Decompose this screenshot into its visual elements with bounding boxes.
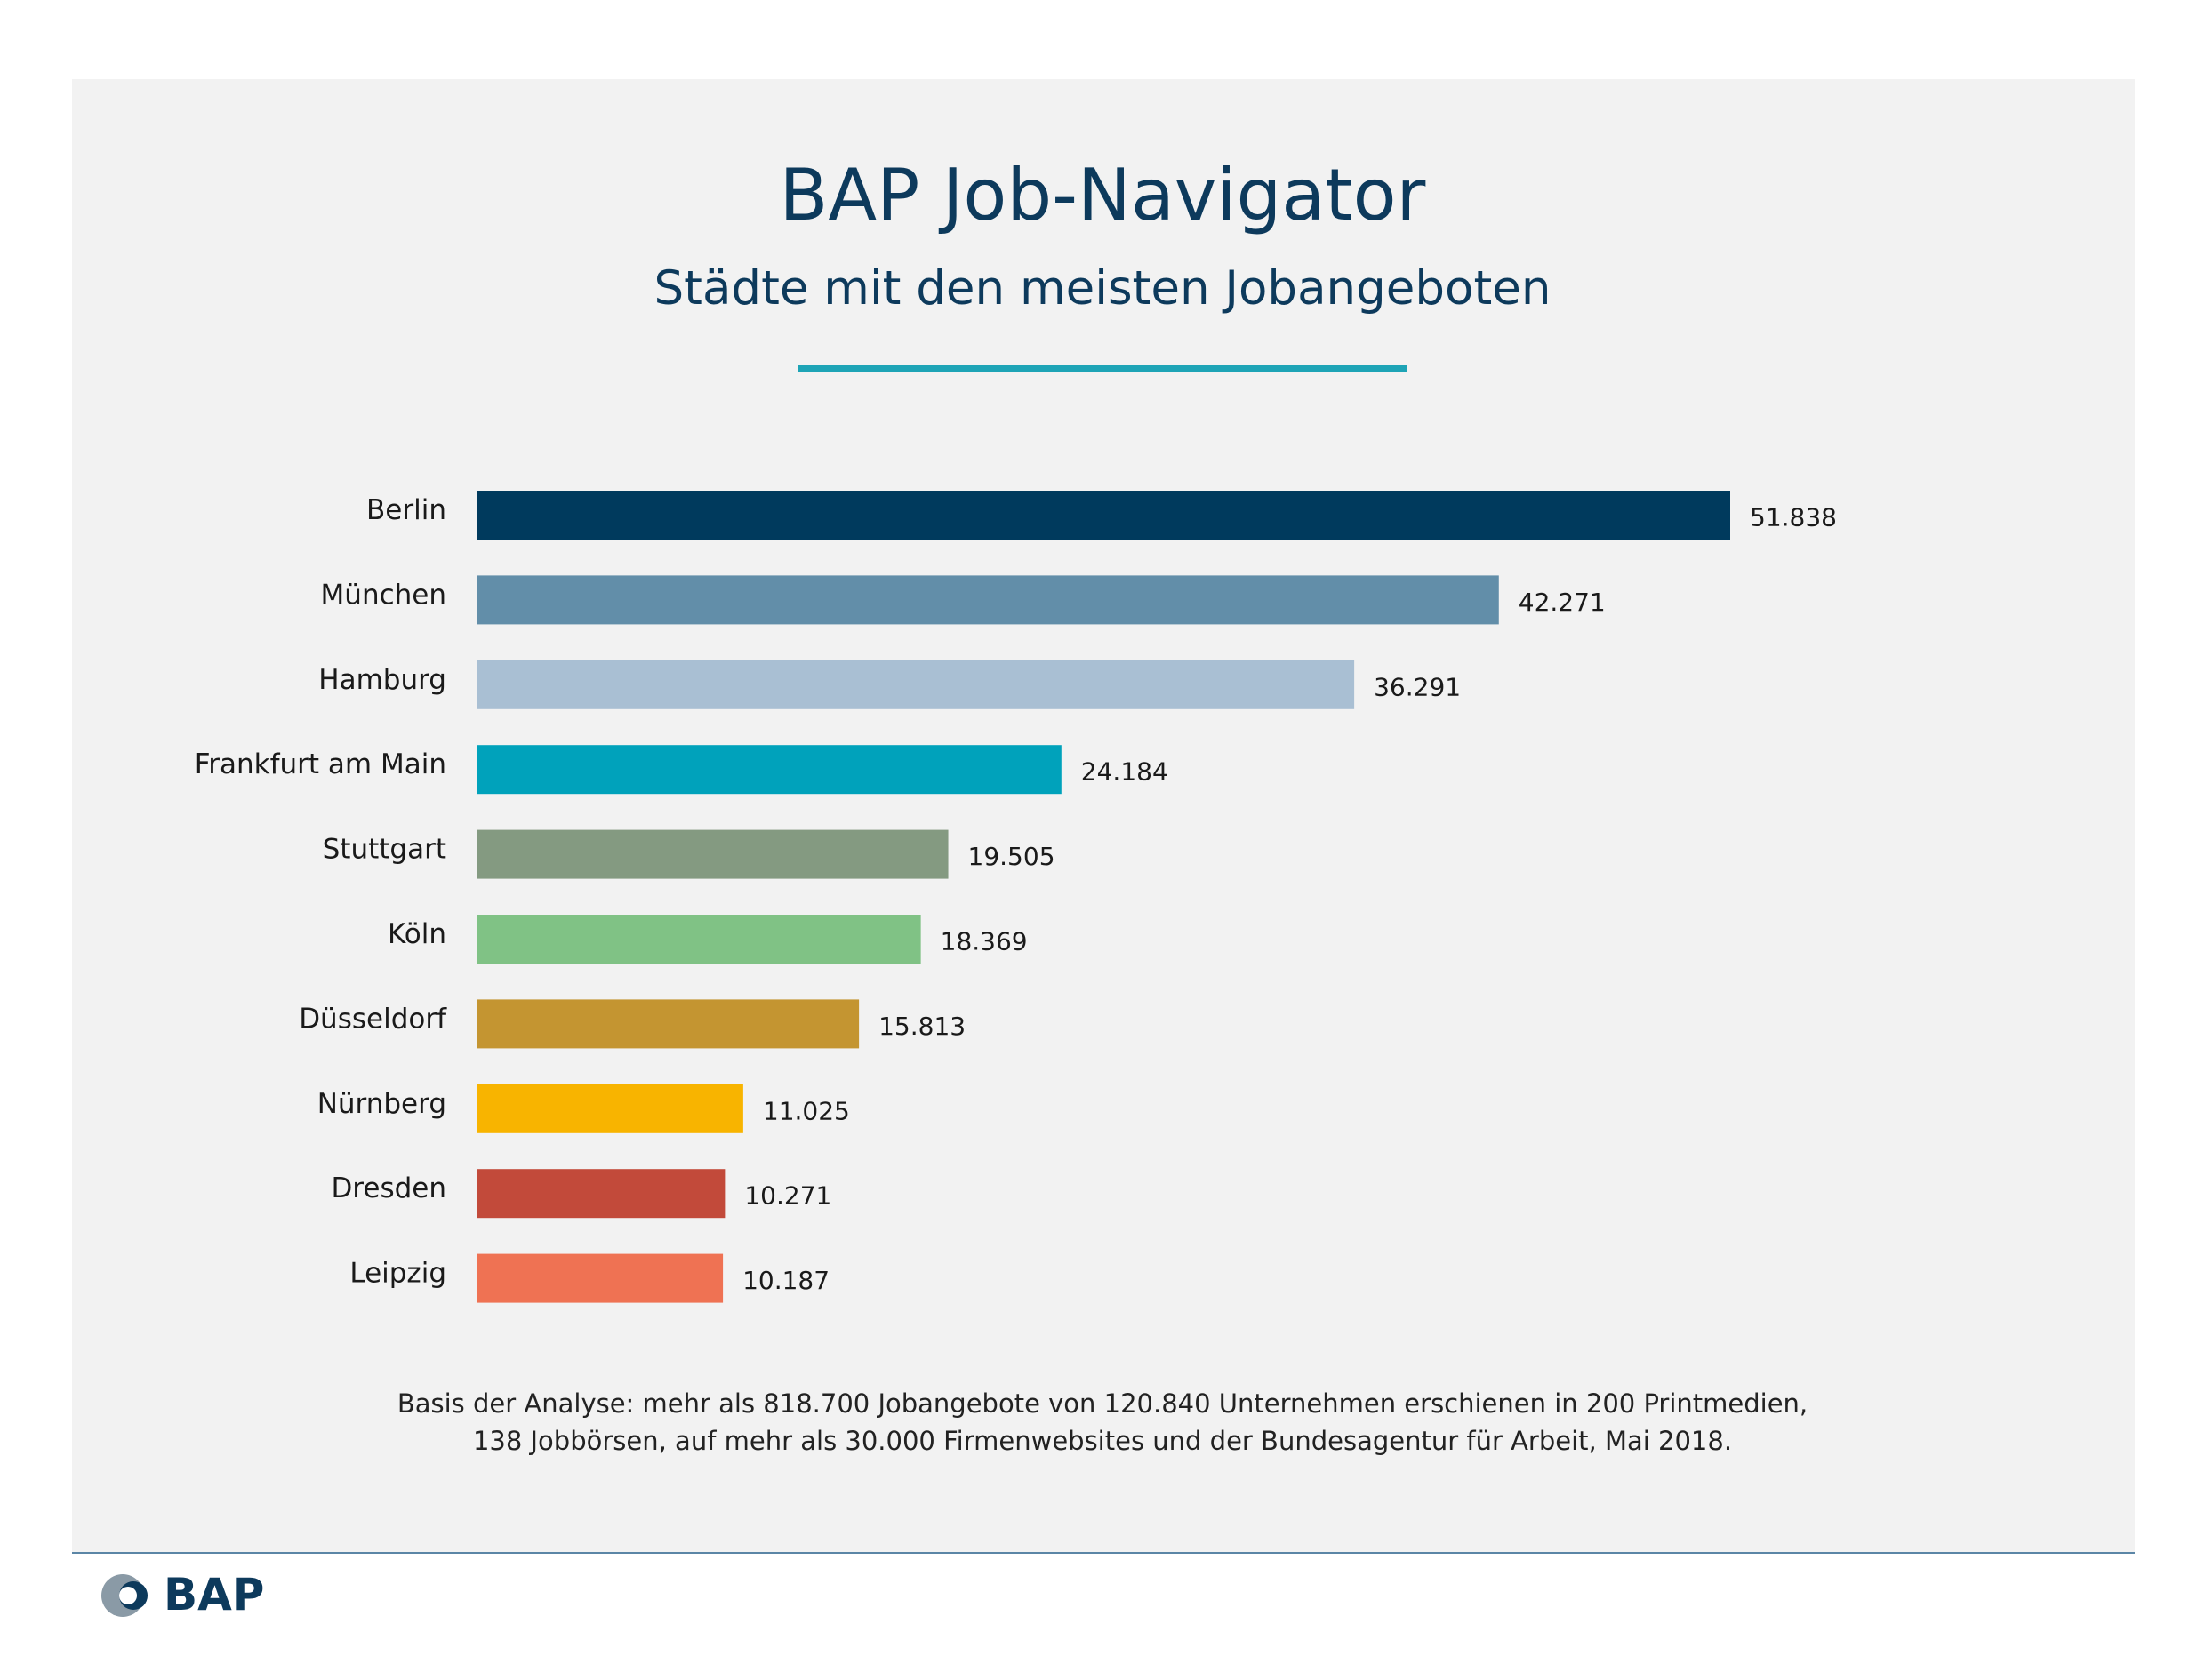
value-label: 10.187 <box>742 1266 830 1295</box>
category-label: Düsseldorf <box>299 1003 447 1035</box>
bar <box>477 1169 726 1219</box>
value-label: 10.271 <box>744 1181 831 1211</box>
page-title: BAP Job-Navigator <box>779 154 1426 236</box>
category-label: Hamburg <box>318 664 446 696</box>
category-label: Stuttgart <box>323 834 446 866</box>
category-label: Leipzig <box>349 1258 446 1290</box>
value-label: 24.184 <box>1081 757 1168 787</box>
value-label: 36.291 <box>1374 672 1461 701</box>
footnote-line-2: 138 Jobbörsen, auf mehr als 30.000 Firme… <box>472 1426 1733 1456</box>
value-label: 51.838 <box>1750 503 1837 532</box>
category-label: Berlin <box>366 494 446 526</box>
category-label: Dresden <box>331 1172 446 1204</box>
value-label: 18.369 <box>941 927 1028 956</box>
bar <box>477 1253 724 1303</box>
bar <box>477 575 1499 625</box>
bar <box>477 1084 743 1133</box>
value-label: 42.271 <box>1519 588 1606 617</box>
value-label: 19.505 <box>968 842 1055 871</box>
bar <box>477 745 1062 795</box>
value-label: 15.813 <box>878 1012 966 1041</box>
category-label: Köln <box>388 918 446 950</box>
bar <box>477 491 1730 540</box>
value-label: 11.025 <box>763 1096 850 1125</box>
bar <box>477 660 1355 709</box>
bar <box>477 829 949 879</box>
category-label: München <box>321 579 446 611</box>
page-subtitle: Städte mit den meisten Jobangeboten <box>653 261 1552 316</box>
category-label: Nürnberg <box>317 1088 446 1120</box>
bar <box>477 915 921 964</box>
bar <box>477 999 860 1049</box>
chart-panel <box>72 79 2135 1552</box>
title-accent-line <box>798 365 1407 372</box>
logo-text: BAP <box>164 1569 265 1620</box>
footnote-line-1: Basis der Analyse: mehr als 818.700 Joba… <box>397 1388 1808 1419</box>
bap-logo-icon <box>101 1574 148 1617</box>
bottom-rule <box>72 1552 2135 1554</box>
category-label: Frankfurt am Main <box>195 748 446 780</box>
footnote: Basis der Analyse: mehr als 818.700 Joba… <box>0 1385 2205 1460</box>
